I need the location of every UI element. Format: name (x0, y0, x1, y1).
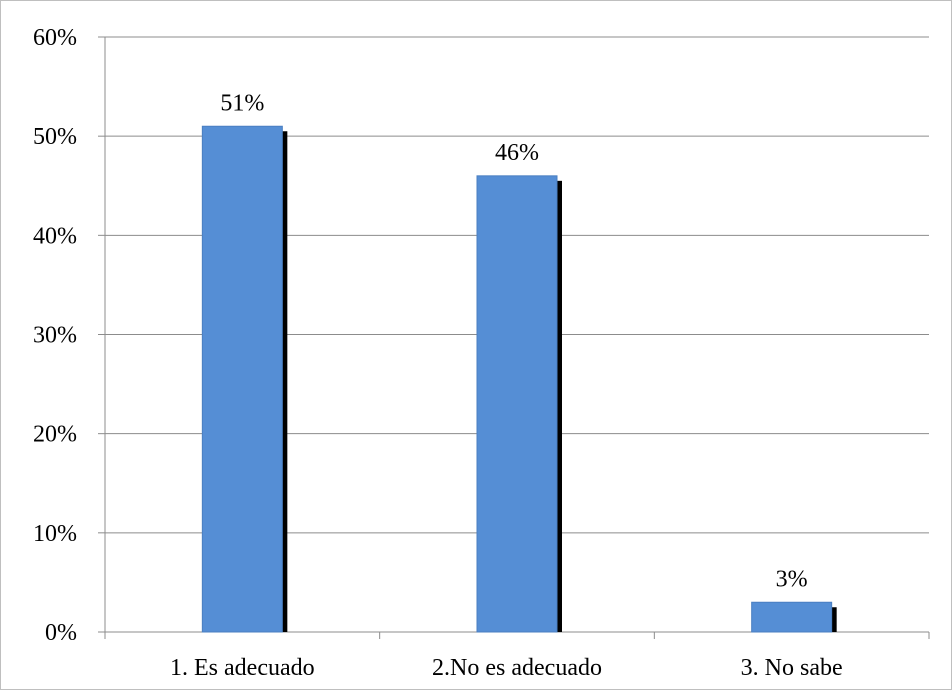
bar (476, 175, 558, 633)
y-tick-label: 40% (33, 223, 77, 249)
x-category-label: 3. No sabe (741, 655, 843, 681)
y-tick-label: 10% (33, 521, 77, 547)
y-tick-label: 50% (33, 124, 77, 150)
data-label: 46% (495, 140, 539, 166)
x-category-label: 2.No es adecuado (432, 655, 602, 681)
y-tick-label: 20% (33, 422, 77, 448)
data-label: 51% (220, 90, 264, 116)
y-tick-label: 0% (45, 620, 77, 646)
x-category-label: 1. Es adecuado (170, 655, 315, 681)
y-tick-label: 60% (33, 25, 77, 51)
data-label: 3% (776, 566, 808, 592)
y-tick-label: 30% (33, 323, 77, 349)
bar (751, 601, 833, 633)
bar (201, 125, 283, 633)
